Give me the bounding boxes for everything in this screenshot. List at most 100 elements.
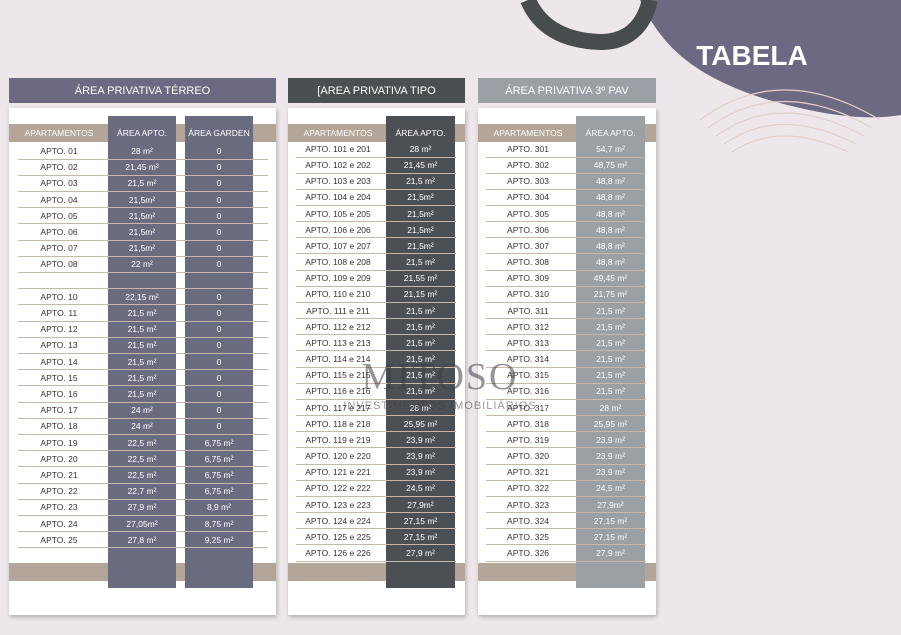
apartment: APTO. 13 <box>40 340 78 351</box>
row-rule <box>296 301 456 303</box>
apartment: APTO. 106 e 206 <box>305 224 371 235</box>
row-rule <box>486 285 646 287</box>
area: 0 <box>216 243 222 254</box>
row-rule <box>486 269 646 271</box>
area: 8,9 m² <box>206 502 232 513</box>
row-rule <box>486 188 646 190</box>
apartment: APTO. 114 e 214 <box>305 354 371 365</box>
watermark-tagline: INVESTIMENTOS IMOBILIÁRIOS <box>343 400 537 412</box>
row-rule <box>18 433 268 435</box>
row-rule <box>18 158 268 160</box>
row-rule <box>296 463 456 465</box>
area: 23,9 m² <box>596 434 625 445</box>
row-rule <box>486 172 646 174</box>
rings <box>699 89 881 153</box>
row-rule <box>486 301 646 303</box>
area: 21,5m² <box>128 194 156 205</box>
area: 23,9 m² <box>406 467 435 478</box>
apartment: APTO. 107 e 207 <box>305 240 371 251</box>
apartment: APTO. 21 <box>40 470 78 480</box>
area: 6,75 m² <box>204 437 234 448</box>
row-rule <box>18 255 268 257</box>
area: 27,9m² <box>597 499 624 510</box>
apartment: APTO. 309 <box>507 273 549 284</box>
row-rule <box>296 172 456 174</box>
area: 48,8 m² <box>596 176 625 187</box>
row-rule <box>486 366 646 368</box>
row-rule <box>486 512 646 514</box>
apartment: APTO. 319 <box>507 434 549 445</box>
area: 21,5 m² <box>596 321 625 332</box>
apartment: APTO. 104 e 204 <box>305 192 371 203</box>
table-banner: ÁREA PRIVATIVA TÉRREO <box>9 78 276 103</box>
apartment: APTO. 122 e 222 <box>305 483 371 494</box>
row-rule <box>18 498 268 500</box>
row-rule <box>18 466 268 468</box>
row-rule <box>486 382 646 384</box>
row-rule <box>296 479 456 481</box>
apartment: APTO. 08 <box>40 259 78 270</box>
apartment: APTO. 124 e 224 <box>305 515 371 526</box>
area: 21,5 m² <box>127 308 157 318</box>
area: 22,7 m² <box>127 486 157 497</box>
apartment: APTO. 105 e 205 <box>305 208 371 219</box>
area: 0 <box>216 421 222 432</box>
row-rule <box>486 431 646 433</box>
apartment: APTO. 117 e 217 <box>305 402 371 413</box>
area: 25,95 m² <box>593 418 628 429</box>
area: 24,5 m² <box>596 483 625 494</box>
area: 21,5m² <box>407 224 434 235</box>
row-rule <box>18 401 268 403</box>
area: 22 m² <box>131 259 153 270</box>
area: 27,9 m² <box>127 502 157 513</box>
row-rule <box>18 271 268 273</box>
row-rule <box>18 207 268 209</box>
page-title: TABELA <box>696 40 807 71</box>
row-rule <box>296 269 456 271</box>
area: 21,5 m² <box>127 178 157 189</box>
row-rule <box>18 352 268 354</box>
apartment: APTO. 11 <box>40 308 78 318</box>
apartment: APTO. 01 <box>40 146 78 156</box>
area: 48,8 m² <box>596 192 625 203</box>
apartment: APTO. 118 e 218 <box>305 418 371 429</box>
row-rule <box>296 334 456 336</box>
area: 21,5 m² <box>127 389 157 399</box>
area: 0 <box>216 291 222 302</box>
area: 22,5 m² <box>127 437 157 448</box>
apartment: APTO. 305 <box>507 208 549 219</box>
apartment: APTO. 313 <box>507 337 549 348</box>
area: 21,15 m² <box>403 289 438 300</box>
row-rule <box>18 223 268 225</box>
apartment: APTO. 111 e 211 <box>306 305 370 316</box>
row-rule <box>296 285 456 287</box>
arc <box>520 0 658 51</box>
apartment: APTO. 121 e 221 <box>305 467 371 478</box>
value-column <box>108 116 176 588</box>
apartment: APTO. 123 e 223 <box>305 499 371 510</box>
apartment: APTO. 314 <box>507 354 549 365</box>
area: 23,9 m² <box>596 451 625 462</box>
apartment: APTO. 12 <box>40 324 78 335</box>
row-rule <box>18 417 268 419</box>
table-banner: ÁREA PRIVATIVA 3º PAV <box>478 78 656 103</box>
area: 22,15 m² <box>125 291 159 302</box>
column-header: ÁREA GARDEN <box>188 128 250 138</box>
area: 21,5 m² <box>127 340 157 351</box>
area: 25,95 m² <box>403 418 438 429</box>
value-column <box>576 116 645 588</box>
apartment: APTO. 301 <box>507 144 549 154</box>
area: 21,75 m² <box>593 289 628 300</box>
row-rule <box>486 415 646 417</box>
apartment: APTO. 16 <box>40 389 78 399</box>
area: 22,5 m² <box>127 453 157 464</box>
area: 0 <box>216 259 222 270</box>
apartment: APTO. 308 <box>507 257 549 268</box>
row-rule <box>18 369 268 371</box>
area: 21,5m² <box>407 192 434 203</box>
watermark-brand: MITOSO <box>361 356 519 398</box>
area: 21,5 m² <box>406 337 435 348</box>
apartment: APTO. 322 <box>507 483 549 494</box>
area: 21,5 m² <box>406 176 435 187</box>
apartment: APTO. 102 e 202 <box>305 160 371 171</box>
